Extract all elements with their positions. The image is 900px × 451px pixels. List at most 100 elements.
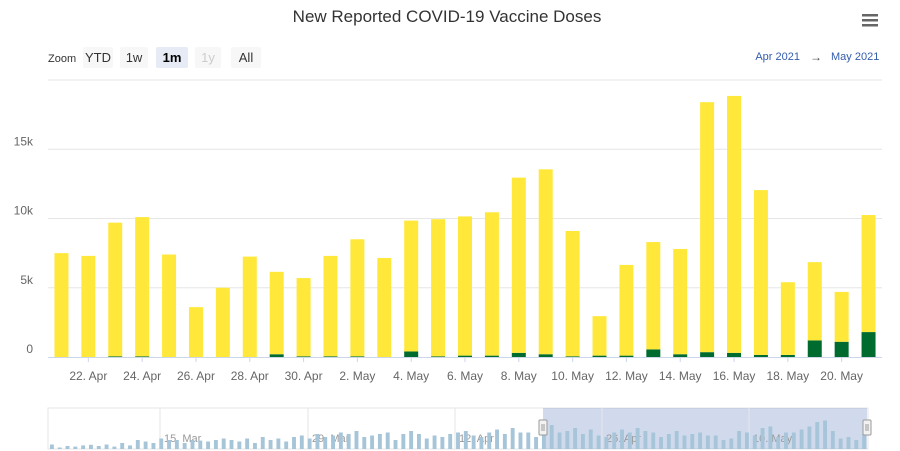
zoom-button-1m[interactable]: 1m [156, 47, 188, 68]
bar-4-may-series-2[interactable] [404, 220, 419, 352]
navigator-bar [557, 432, 562, 449]
x-tick-label: 22. Apr [69, 369, 107, 383]
navigator-bar [229, 440, 234, 449]
bar-9-may-series-2[interactable] [538, 169, 553, 355]
bar-18-may-series-2[interactable] [780, 282, 795, 355]
navigator-left-handle[interactable] [538, 419, 548, 436]
navigator-bar [784, 432, 788, 449]
zoom-button-ytd[interactable]: YTD [83, 47, 113, 68]
bar-30-apr-series-2[interactable] [296, 278, 311, 357]
bar-20-may-series-2[interactable] [834, 291, 849, 342]
bar-25-apr-series-2[interactable] [162, 254, 177, 357]
navigator-bar [49, 444, 54, 449]
x-tick-label: 16. May [713, 369, 756, 383]
x-tick-label: 28. Apr [231, 369, 269, 383]
bar-13-may-series-2[interactable] [646, 242, 661, 350]
range-to[interactable]: May 2021 [831, 51, 879, 63]
zoom-button-label: 1y [201, 50, 215, 65]
bar-13-may-series-1[interactable] [646, 349, 661, 357]
navigator-bar [791, 432, 796, 449]
bar-3-may-series-2[interactable] [377, 257, 392, 357]
bar-8-may-series-1[interactable] [511, 352, 526, 357]
bar-5-may-series-1[interactable] [431, 356, 446, 357]
x-tick-label: 6. May [447, 369, 483, 383]
x-tick-label: 18. May [766, 369, 809, 383]
navigator-bar [573, 428, 578, 449]
navigator-bar [276, 438, 281, 449]
bar-30-apr-series-1[interactable] [296, 356, 311, 357]
navigator-bar [471, 435, 476, 449]
bar-24-apr-series-2[interactable] [135, 217, 150, 357]
navigator-bar [752, 435, 757, 449]
bar-12-may-series-2[interactable] [619, 264, 634, 356]
bar-23-apr-series-2[interactable] [108, 222, 123, 357]
bar-10-may-series-2[interactable] [565, 230, 580, 357]
bar-16-may-series-2[interactable] [727, 95, 742, 353]
bar-14-may-series-1[interactable] [673, 354, 688, 357]
bar-17-may-series-1[interactable] [753, 354, 768, 357]
navigator-bar [635, 428, 640, 449]
zoom-button-bg [120, 47, 148, 68]
bar-15-may-series-1[interactable] [700, 352, 715, 357]
navigator-right-handle[interactable] [862, 419, 872, 436]
navigator-bar [221, 438, 226, 449]
bar-16-may-series-1[interactable] [727, 352, 742, 357]
bar-7-may-series-1[interactable] [484, 355, 499, 357]
navigator-bar [174, 440, 179, 449]
bar-29-apr-series-2[interactable] [269, 271, 284, 355]
bar-11-may-series-2[interactable] [592, 316, 607, 356]
navigator-bar [534, 437, 539, 449]
bar-1-may-series-1[interactable] [323, 356, 338, 357]
bar-7-may-series-2[interactable] [484, 212, 499, 356]
navigator-bar [73, 446, 78, 449]
bar-24-apr-series-1[interactable] [135, 356, 150, 357]
navigator-bar [830, 431, 835, 449]
x-tick-label: 30. Apr [285, 369, 323, 383]
bar-6-may-series-1[interactable] [458, 355, 472, 357]
bar-5-may-series-2[interactable] [431, 219, 446, 357]
range-arrow: → [810, 50, 822, 64]
bar-15-may-series-2[interactable] [700, 102, 715, 353]
bar-23-apr-series-1[interactable] [108, 356, 123, 357]
bar-29-apr-series-1[interactable] [269, 354, 284, 357]
zoom-button-all[interactable]: All [231, 47, 261, 68]
bar-21-may-series-1[interactable] [861, 332, 876, 357]
bar-17-may-series-2[interactable] [753, 190, 768, 355]
chart-title: New Reported COVID-19 Vaccine Doses [293, 7, 602, 26]
zoom-button-1w[interactable]: 1w [120, 47, 148, 68]
navigator-bar [182, 443, 187, 449]
bar-18-may-series-1[interactable] [780, 354, 795, 357]
bar-4-may-series-1[interactable] [404, 351, 419, 357]
bar-19-may-series-2[interactable] [807, 262, 822, 341]
bar-11-may-series-1[interactable] [592, 355, 607, 357]
bar-22-apr-series-2[interactable] [81, 255, 96, 357]
zoom-button-label: 1w [126, 50, 143, 65]
bar-19-may-series-1[interactable] [807, 340, 822, 357]
bar-10-may-series-1[interactable] [565, 356, 580, 357]
navigator-bar [135, 440, 140, 449]
bar-21-may-series-2[interactable] [861, 215, 876, 333]
range-from[interactable]: Apr 2021 [755, 51, 800, 63]
bar-2-may-series-1[interactable] [350, 356, 365, 357]
bar-2-may-series-2[interactable] [350, 239, 365, 357]
bar-8-may-series-2[interactable] [511, 177, 526, 353]
bar-12-may-series-1[interactable] [619, 355, 634, 357]
zoom-button-bg [83, 47, 113, 68]
bar-21-apr-series-2[interactable] [54, 253, 69, 358]
bar-26-apr-series-2[interactable] [188, 307, 203, 357]
bar-1-may-series-2[interactable] [323, 255, 338, 357]
bar-20-may-series-1[interactable] [834, 341, 849, 357]
navigator-bar [862, 434, 867, 449]
navigator-bar [167, 440, 171, 449]
navigator-bar [299, 435, 304, 449]
bar-9-may-series-1[interactable] [538, 354, 553, 357]
navigator-bar [213, 440, 218, 449]
bar-6-may-series-2[interactable] [458, 216, 472, 356]
bar-28-apr-series-2[interactable] [242, 256, 257, 357]
navigator-bar [659, 437, 663, 449]
bar-27-apr-series-2[interactable] [215, 287, 230, 357]
bar-14-may-series-2[interactable] [673, 248, 688, 355]
navigator-bar [768, 426, 773, 449]
hamburger-menu-icon[interactable] [862, 14, 878, 27]
